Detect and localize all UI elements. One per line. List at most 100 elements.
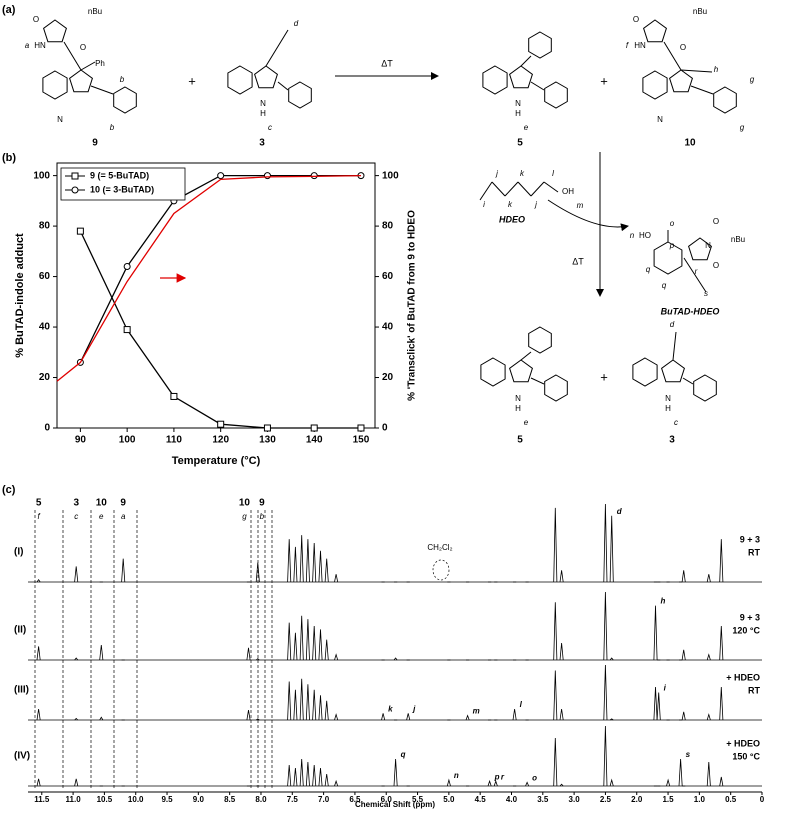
peak <box>559 783 564 787</box>
peak <box>525 781 530 787</box>
ring <box>653 241 683 275</box>
atom-label: g <box>740 123 745 132</box>
peak-label: i <box>664 684 667 693</box>
atom-label: N <box>57 115 63 124</box>
x-tick-label: 6.0 <box>381 795 393 804</box>
peak <box>299 758 304 787</box>
y2-tick-label: 20 <box>382 372 394 383</box>
series-line <box>56 174 362 382</box>
spectrum-condition: + HDEO <box>726 738 760 748</box>
bond <box>517 181 532 197</box>
y-tick-label: 40 <box>39 322 51 333</box>
peak <box>559 708 564 721</box>
bond <box>682 377 694 385</box>
spectrum-condition: 150 °C <box>732 751 760 761</box>
atom-label: s <box>704 289 708 298</box>
atom-label: O <box>713 261 719 270</box>
atom-label: i <box>483 200 485 209</box>
ring <box>544 374 568 402</box>
peak <box>393 657 398 661</box>
atom-label: H <box>515 404 521 413</box>
spectrum-condition: RT <box>748 547 760 557</box>
atom-label: l <box>552 169 554 178</box>
atom-label: n <box>630 231 635 240</box>
bond <box>663 41 682 71</box>
peak-label: k <box>388 705 393 714</box>
peak <box>36 778 41 787</box>
marker <box>217 172 225 180</box>
atom-label: q <box>662 281 667 290</box>
peak <box>293 546 298 583</box>
peak-label: o <box>532 774 537 783</box>
marker <box>263 172 271 180</box>
x-tick-label: 6.5 <box>349 795 361 804</box>
peak <box>74 657 79 661</box>
x-tick-label: 11.5 <box>34 795 50 804</box>
peak <box>465 714 470 721</box>
x-tick-label: 7.5 <box>287 795 299 804</box>
legend-label: 10 (= 3-BuTAD) <box>90 184 154 194</box>
atom-label: N <box>515 394 521 403</box>
ring <box>482 65 508 95</box>
ring <box>643 19 667 43</box>
peak <box>318 767 323 787</box>
atom-label: N <box>260 99 266 108</box>
peak-label: n <box>454 771 459 780</box>
x-tick-label: 9.0 <box>193 795 205 804</box>
marker <box>123 262 131 270</box>
atom-label: f <box>626 41 629 50</box>
x-tick-label: 3.0 <box>569 795 581 804</box>
compound-name: HDEO <box>499 214 525 224</box>
x-tick-label: 4.5 <box>475 795 487 804</box>
peak <box>681 570 686 583</box>
x-tick-label: 90 <box>75 435 87 446</box>
peak <box>36 578 41 583</box>
assignment-letter: b <box>260 512 265 521</box>
peak <box>681 649 686 661</box>
x-tick-label: 130 <box>259 435 276 446</box>
assignment-letter: g <box>242 512 247 521</box>
bond <box>90 85 114 95</box>
marker <box>170 392 178 400</box>
atom-label: HO <box>639 231 651 240</box>
y-tick-label: 20 <box>39 372 51 383</box>
heat-label: ΔT <box>572 256 584 266</box>
atom-label: g <box>750 75 755 84</box>
spectrum-condition: RT <box>748 685 760 695</box>
peak <box>603 664 608 721</box>
bond <box>520 55 532 67</box>
peak <box>312 542 317 583</box>
peak-label: p <box>494 772 500 781</box>
assignment-letter: f <box>38 512 41 521</box>
y-tick-label: 0 <box>44 423 50 434</box>
bond <box>520 351 532 361</box>
assignment-letter: a <box>121 512 126 521</box>
atom-label: O <box>633 15 639 24</box>
y2-tick-label: 60 <box>382 271 394 282</box>
atom-label: O <box>680 43 686 52</box>
spectrum-label: (II) <box>14 625 26 636</box>
atom-label: j <box>495 169 498 178</box>
x-tick-label: 0.5 <box>725 795 737 804</box>
atom-label: H <box>665 404 671 413</box>
peak <box>553 507 558 583</box>
atom-label: k <box>508 200 513 209</box>
x-tick-label: 9.5 <box>161 795 173 804</box>
ring <box>509 65 533 89</box>
bond <box>683 257 707 293</box>
peak <box>246 647 251 661</box>
x-tick-label: 1.0 <box>694 795 706 804</box>
peak <box>74 778 79 787</box>
peak <box>393 758 398 787</box>
peak <box>293 689 298 721</box>
ring <box>113 86 137 114</box>
spectrum-condition: 9 + 3 <box>740 612 760 622</box>
y2-tick-label: 80 <box>382 221 394 232</box>
bond <box>543 181 559 193</box>
atom-label: b <box>110 123 115 132</box>
atom-label: HN <box>634 41 646 50</box>
peak <box>334 779 339 787</box>
marker <box>123 326 131 334</box>
peak <box>287 622 292 661</box>
peak <box>553 737 558 787</box>
